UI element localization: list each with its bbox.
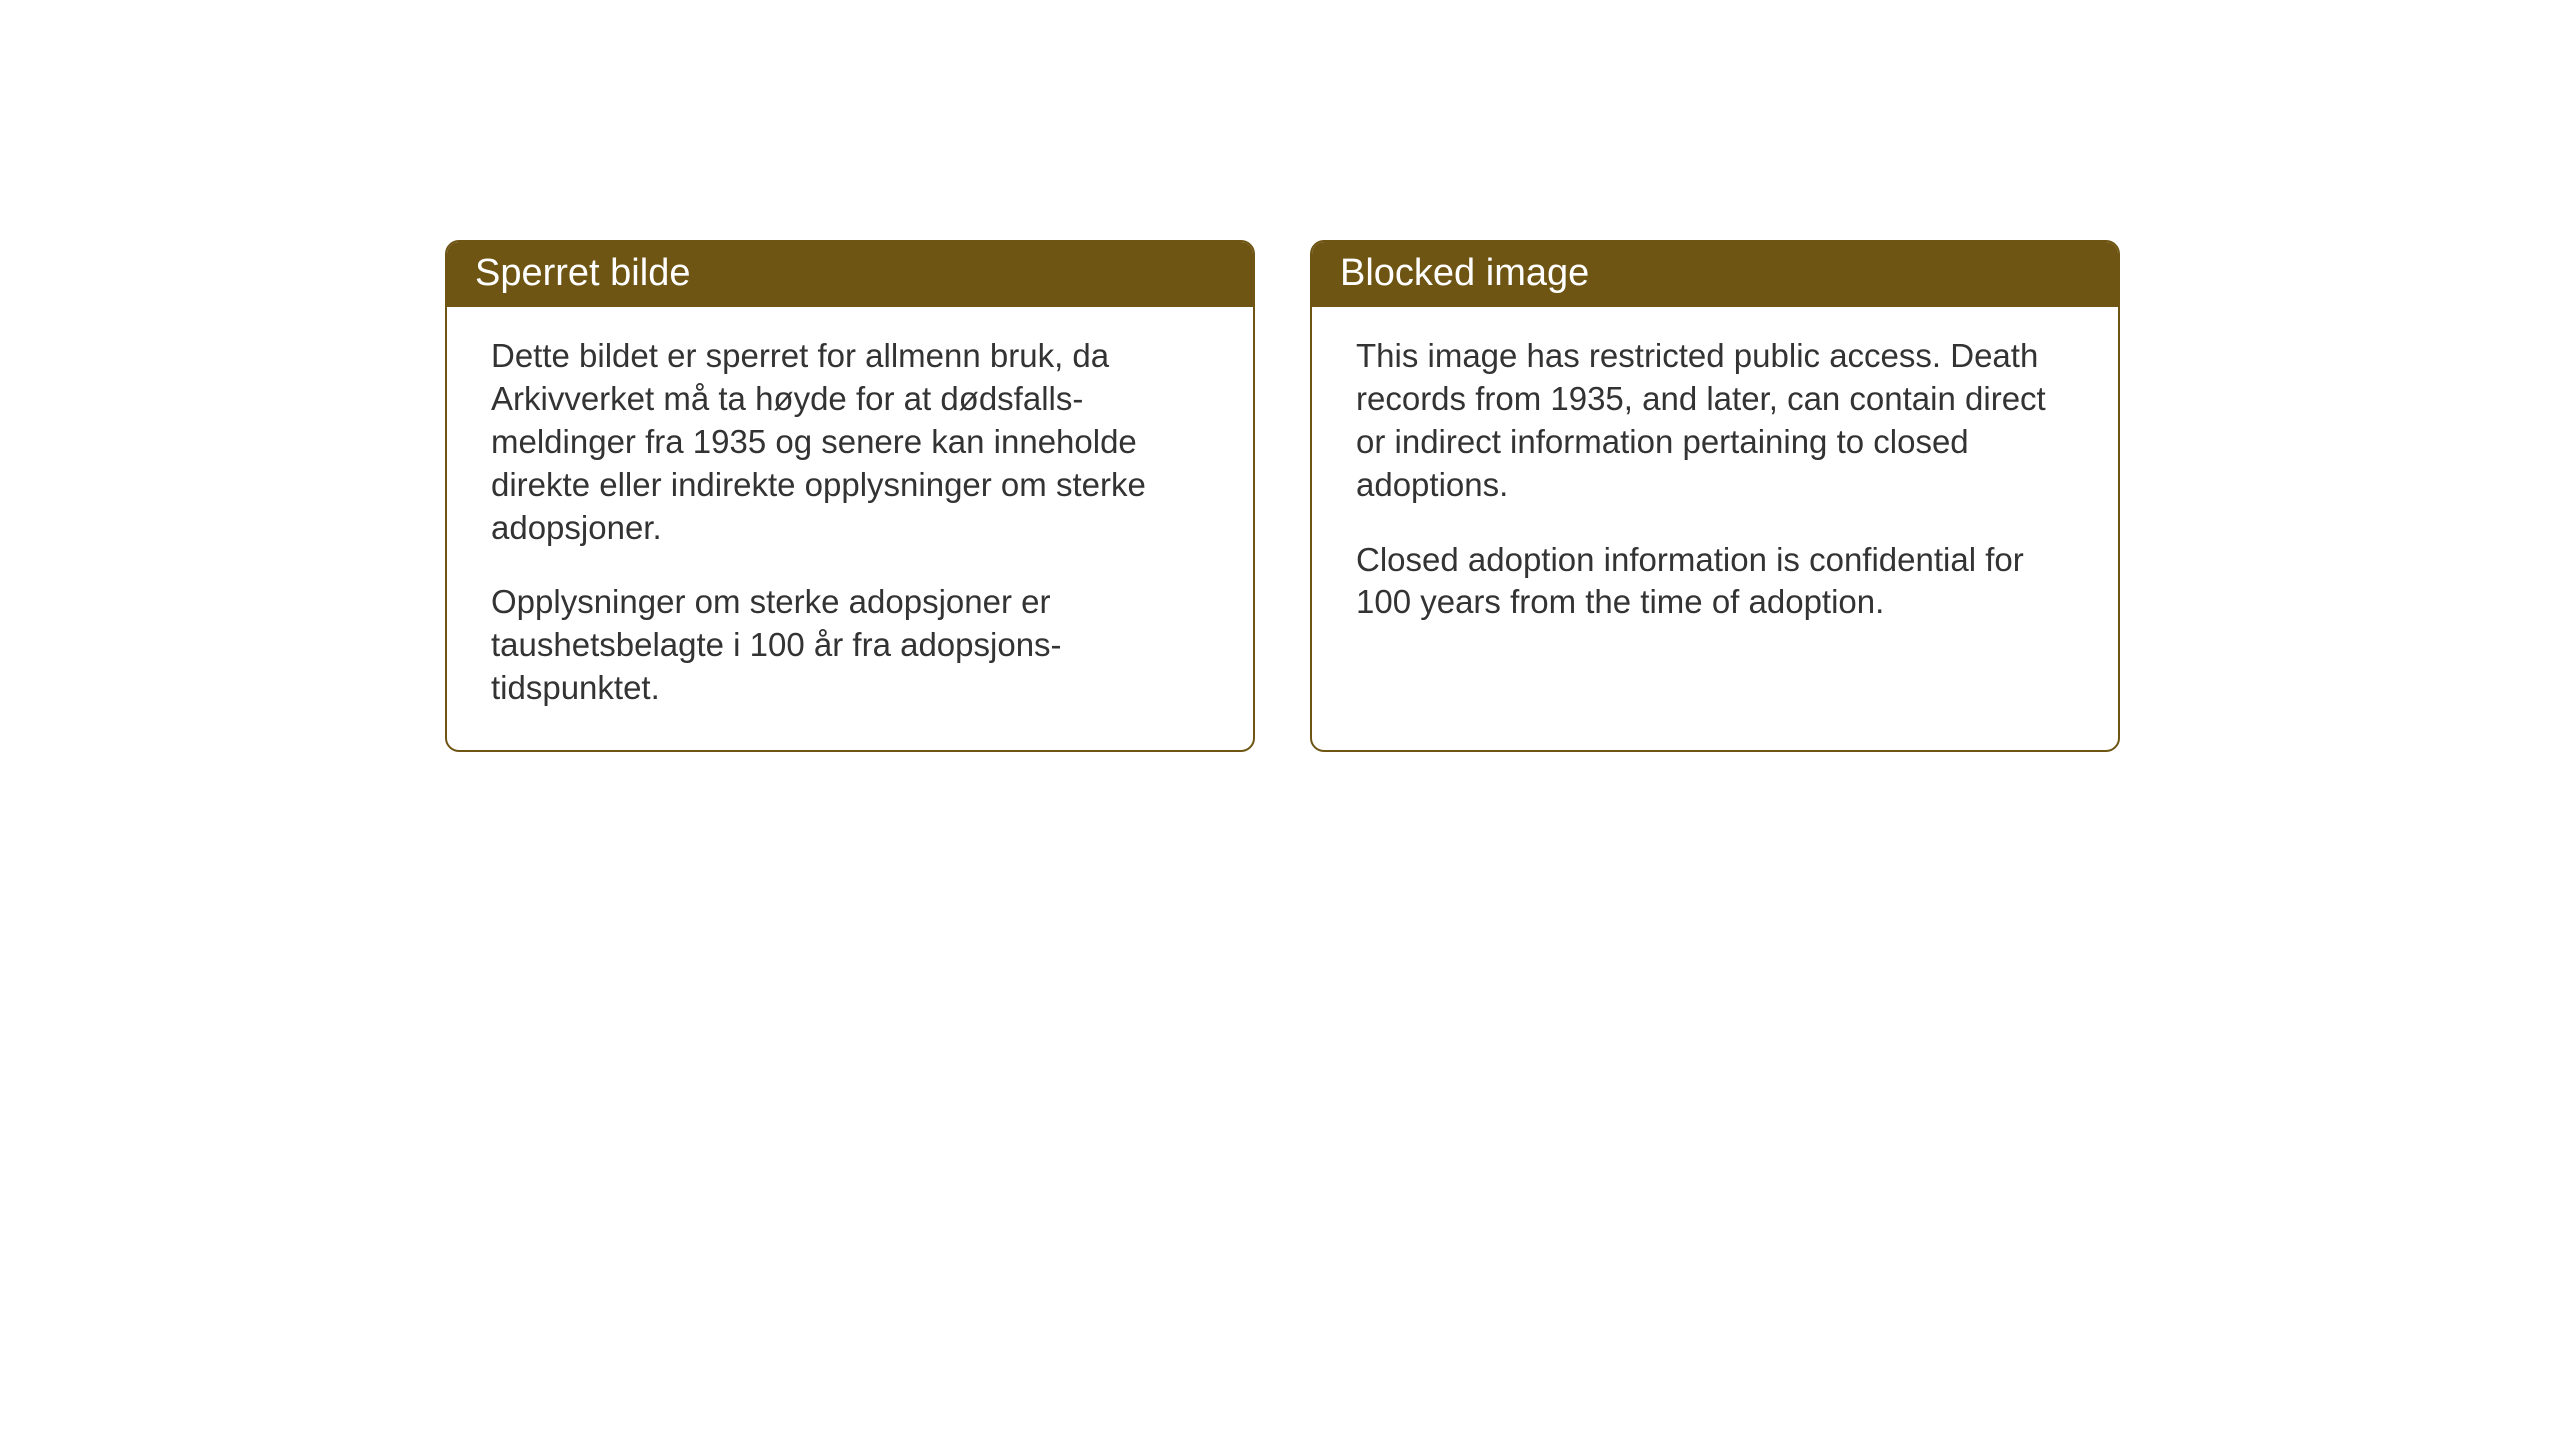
card-title-english: Blocked image — [1312, 242, 2118, 307]
notice-card-english: Blocked image This image has restricted … — [1310, 240, 2120, 752]
notice-container: Sperret bilde Dette bildet er sperret fo… — [445, 240, 2120, 752]
card-body-norwegian: Dette bildet er sperret for allmenn bruk… — [447, 307, 1253, 750]
notice-paragraph: Opplysninger om sterke adopsjoner er tau… — [491, 581, 1209, 710]
card-title-norwegian: Sperret bilde — [447, 242, 1253, 307]
notice-card-norwegian: Sperret bilde Dette bildet er sperret fo… — [445, 240, 1255, 752]
card-body-english: This image has restricted public access.… — [1312, 307, 2118, 664]
notice-paragraph: Dette bildet er sperret for allmenn bruk… — [491, 335, 1209, 549]
notice-paragraph: Closed adoption information is confident… — [1356, 539, 2074, 625]
notice-paragraph: This image has restricted public access.… — [1356, 335, 2074, 507]
